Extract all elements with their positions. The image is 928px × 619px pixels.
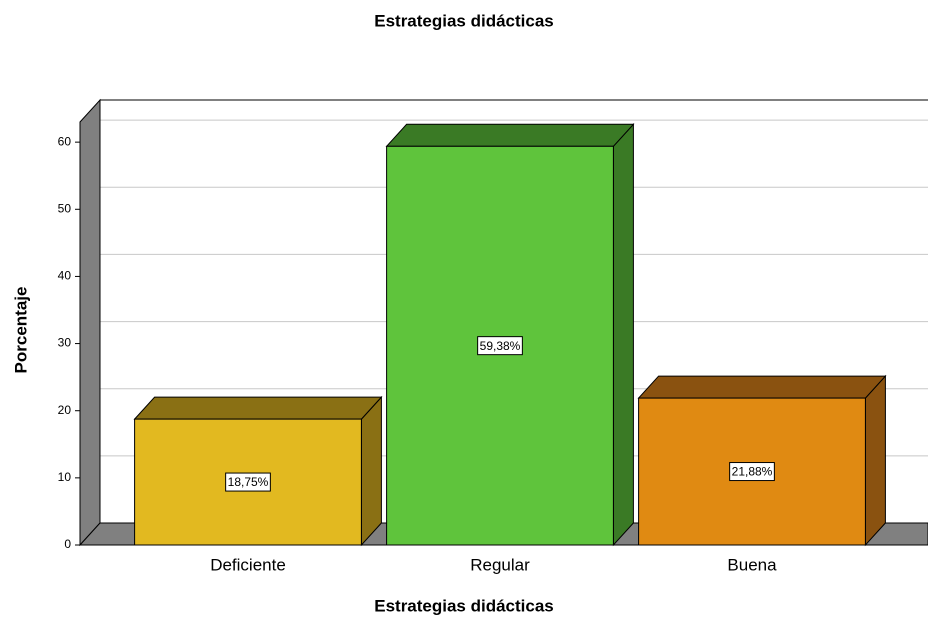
y-tick-label: 60 [58, 134, 72, 148]
x-tick-label: Deficiente [210, 555, 286, 574]
value-label-box [477, 336, 523, 356]
y-tick-label: 30 [58, 336, 72, 350]
y-axis-title: Porcentaje [11, 287, 30, 374]
value-label: 21,88% [732, 465, 773, 479]
y-tick-label: 50 [58, 201, 72, 215]
x-tick-label: Buena [727, 555, 777, 574]
value-label: 18,75% [228, 475, 269, 489]
value-label-box [225, 472, 271, 492]
x-axis-title: Estrategias didácticas [374, 596, 554, 615]
y-tick-label: 10 [58, 470, 72, 484]
bar-top [385, 123, 635, 147]
x-tick-label: Regular [470, 555, 530, 574]
bar-side [864, 374, 886, 547]
value-label: 59,38% [480, 339, 521, 353]
y-tick-label: 40 [58, 269, 72, 283]
bar-top [637, 375, 887, 399]
bar-top [133, 396, 383, 420]
bar-side [360, 395, 382, 547]
chart-title: Estrategias didácticas [374, 11, 554, 30]
y-tick-label: 0 [64, 537, 71, 551]
bar-side [612, 123, 634, 547]
y-tick-label: 20 [58, 403, 72, 417]
left-wall [79, 98, 101, 547]
value-label-box [729, 462, 775, 482]
